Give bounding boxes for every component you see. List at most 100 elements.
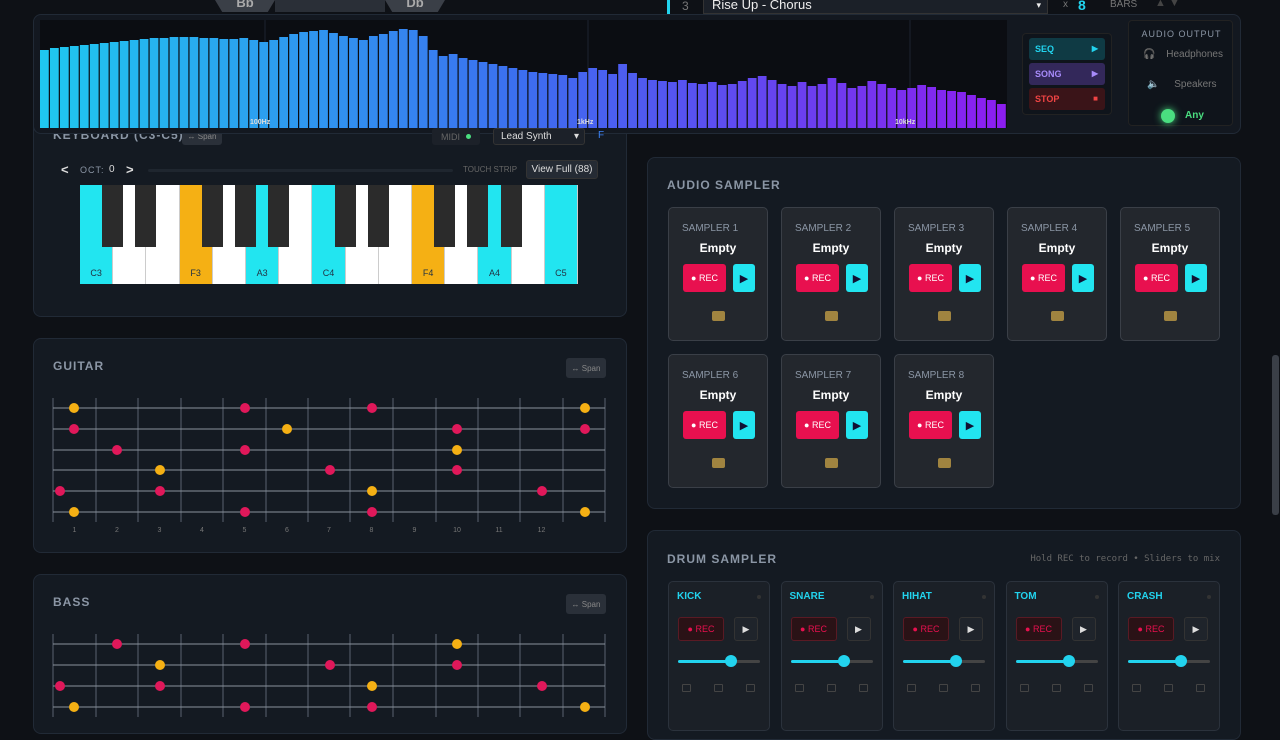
transport-button[interactable]: SEQ ▶ xyxy=(1029,38,1105,60)
folder-icon[interactable] xyxy=(712,311,725,321)
play-button[interactable]: ▶ xyxy=(1184,617,1208,641)
pad-icon[interactable] xyxy=(1083,684,1093,692)
output-option[interactable]: 🎧 Headphones xyxy=(1143,49,1223,60)
pad-icon[interactable] xyxy=(1019,684,1029,692)
rec-button[interactable]: ● REC xyxy=(1015,617,1062,641)
play-button[interactable]: ▶ xyxy=(846,617,871,641)
play-button[interactable]: ▶ xyxy=(846,411,868,439)
pad-name: SNARE xyxy=(789,591,825,602)
pad-icon[interactable] xyxy=(746,684,755,692)
black-key[interactable] xyxy=(201,185,223,247)
output-option[interactable]: Any xyxy=(1185,110,1204,121)
pad-icon[interactable] xyxy=(939,684,948,692)
instrument-select[interactable]: Lead Synth ▾ xyxy=(493,128,585,145)
pad-icon[interactable] xyxy=(907,684,916,692)
play-button[interactable]: ▶ xyxy=(1072,264,1094,292)
black-key[interactable] xyxy=(434,185,456,247)
play-button[interactable]: ▶ xyxy=(959,264,981,292)
span-button[interactable]: ↔ Span xyxy=(566,358,606,378)
slider-thumb[interactable] xyxy=(837,655,850,667)
play-button[interactable]: ▶ xyxy=(733,264,755,292)
pad-icon[interactable] xyxy=(714,684,723,692)
song-select[interactable]: Rise Up - Chorus ▾ xyxy=(703,0,1048,14)
output-option[interactable]: 🔈 Speakers xyxy=(1147,79,1217,90)
spectrum-bar xyxy=(119,41,129,128)
rec-button[interactable]: ● REC xyxy=(683,264,726,292)
rec-button[interactable]: ● REC xyxy=(1022,264,1065,292)
spectrum-bar xyxy=(648,80,657,128)
folder-icon[interactable] xyxy=(938,458,951,468)
pad-icon[interactable] xyxy=(826,684,836,692)
slider-track[interactable] xyxy=(1128,660,1210,663)
slider-track[interactable] xyxy=(903,660,985,663)
pad-icon[interactable] xyxy=(1132,684,1141,692)
slider-track[interactable] xyxy=(790,660,873,663)
slider-track[interactable] xyxy=(678,660,760,663)
span-button[interactable]: ↔ Span xyxy=(566,594,606,614)
rec-button[interactable]: ● REC xyxy=(796,264,839,292)
folder-icon[interactable] xyxy=(938,311,951,321)
bars-value[interactable]: 8 xyxy=(1078,0,1086,13)
black-key[interactable] xyxy=(135,185,157,247)
play-button[interactable]: ▶ xyxy=(959,617,983,641)
folder-icon[interactable] xyxy=(712,458,725,468)
pad-icon[interactable] xyxy=(682,684,691,692)
chord-tab[interactable]: Db xyxy=(385,0,445,12)
midi-button[interactable]: MIDI xyxy=(432,128,480,145)
pad-icon[interactable] xyxy=(1164,684,1173,692)
slider-track[interactable] xyxy=(1015,660,1098,663)
pad-icon[interactable] xyxy=(971,684,980,692)
play-button[interactable]: ▶ xyxy=(1185,264,1207,292)
rec-button[interactable]: ● REC xyxy=(796,411,839,439)
play-button[interactable]: ▶ xyxy=(959,411,981,439)
slider-thumb[interactable] xyxy=(950,655,962,667)
transport-button[interactable]: SONG ▶ xyxy=(1029,63,1105,85)
slider-thumb[interactable] xyxy=(1062,655,1075,667)
rec-button[interactable]: ● REC xyxy=(678,617,724,641)
spectrum-bar xyxy=(299,32,308,128)
black-key[interactable] xyxy=(367,185,389,247)
black-key[interactable] xyxy=(467,185,489,247)
rec-button[interactable]: ● REC xyxy=(1135,264,1178,292)
black-key[interactable] xyxy=(268,185,290,247)
play-button[interactable]: ▶ xyxy=(1071,617,1096,641)
black-key[interactable] xyxy=(500,185,522,247)
black-key[interactable] xyxy=(334,185,356,247)
pad-icon[interactable] xyxy=(858,684,868,692)
folder-icon[interactable] xyxy=(1164,311,1177,321)
pad-icon[interactable] xyxy=(1051,684,1061,692)
transport-button[interactable]: STOP ■ xyxy=(1029,88,1105,110)
white-key[interactable]: C5 xyxy=(544,185,578,284)
folder-icon[interactable] xyxy=(825,458,838,468)
black-key[interactable] xyxy=(102,185,124,247)
rec-button[interactable]: ● REC xyxy=(790,617,837,641)
rec-button[interactable]: ● REC xyxy=(1128,617,1174,641)
slider-thumb[interactable] xyxy=(1175,655,1187,667)
spectrum-bar xyxy=(787,86,797,128)
oct-prev[interactable]: < xyxy=(61,162,69,177)
pad-icon[interactable] xyxy=(794,684,804,692)
key-label: F3 xyxy=(190,268,201,278)
folder-icon[interactable] xyxy=(825,311,838,321)
slider-thumb[interactable] xyxy=(725,655,737,667)
touch-strip[interactable] xyxy=(148,169,453,172)
chord-tab[interactable]: Bb xyxy=(215,0,275,12)
play-button[interactable]: ▶ xyxy=(734,617,758,641)
black-key[interactable] xyxy=(235,185,256,247)
play-button[interactable]: ▶ xyxy=(846,264,868,292)
spectrum-bar xyxy=(777,84,787,128)
rec-button[interactable]: ● REC xyxy=(683,411,726,439)
rec-button[interactable]: ● REC xyxy=(909,264,952,292)
spectrum-bar xyxy=(947,91,956,128)
spectrum-bar xyxy=(967,95,976,128)
view-full-button[interactable]: View Full (88) xyxy=(526,160,598,179)
rec-button[interactable]: ● REC xyxy=(909,411,952,439)
oct-next[interactable]: > xyxy=(126,162,134,177)
play-button[interactable]: ▶ xyxy=(733,411,755,439)
pad-icon[interactable] xyxy=(1196,684,1205,692)
folder-icon[interactable] xyxy=(1051,311,1064,321)
label: SONG xyxy=(1035,69,1062,79)
arrows[interactable]: ▲ ▼ xyxy=(1155,0,1180,9)
rec-button[interactable]: ● REC xyxy=(903,617,949,641)
scrollbar-thumb[interactable] xyxy=(1272,355,1279,515)
